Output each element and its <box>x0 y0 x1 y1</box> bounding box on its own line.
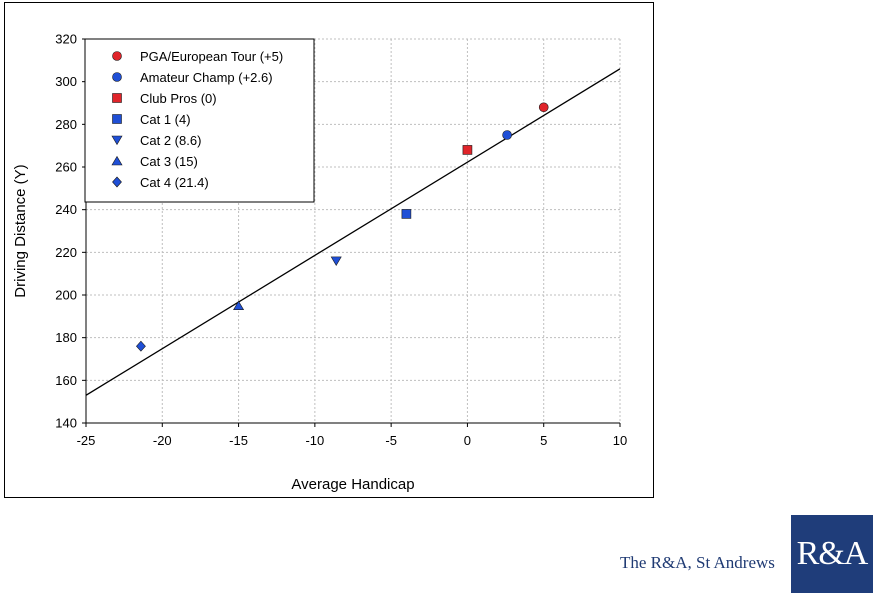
legend-label-1: Amateur Champ (+2.6) <box>140 70 273 85</box>
chart-frame: -25 -20 -15 -10 -5 0 5 10 140 160 180 200 220 240 260 2… <box>4 2 654 498</box>
y-tick-label: 300 <box>55 74 77 89</box>
legend-box <box>84 38 315 203</box>
x-tick-label: -25 <box>77 433 96 448</box>
legend-label-6: Cat 4 (21.4) <box>140 175 209 190</box>
y-tick-label: 200 <box>55 288 77 303</box>
scatter-chart: -25 -20 -15 -10 -5 0 5 10 140 160 180 200 220 240 260 2… <box>12 32 627 494</box>
y-tick-label: 280 <box>55 117 77 132</box>
x-tick-label: -10 <box>305 433 324 448</box>
data-point-1 <box>502 130 512 140</box>
x-tick-label: -5 <box>385 433 397 448</box>
legend-marker-4 <box>111 135 123 146</box>
y-tick-label: 240 <box>55 202 77 217</box>
legend-marker-1 <box>112 72 122 82</box>
legend-label-2: Club Pros (0) <box>140 91 217 106</box>
data-point-4 <box>330 256 342 266</box>
x-tick-label: -20 <box>153 433 172 448</box>
legend-marker-0 <box>112 51 122 61</box>
data-point-0 <box>538 102 549 113</box>
y-tick-label: 220 <box>55 245 77 260</box>
y-tick-label: 320 <box>55 32 77 47</box>
legend-marker-6 <box>112 176 122 188</box>
data-point-3 <box>401 209 412 219</box>
y-tick-label: 140 <box>55 416 77 431</box>
ra-logo-text: R&A <box>796 535 869 572</box>
x-tick-label: -15 <box>229 433 248 448</box>
x-tick-label: 10 <box>613 433 627 448</box>
legend-label-4: Cat 2 (8.6) <box>140 133 201 148</box>
legend-label-3: Cat 1 (4) <box>140 112 191 127</box>
legend-marker-3 <box>112 114 122 124</box>
x-axis-title: Average Handicap <box>291 476 414 493</box>
legend-label-0: PGA/European Tour (+5) <box>140 49 283 64</box>
y-axis-title: Driving Distance (Y) <box>12 164 29 297</box>
legend-marker-5 <box>111 155 123 166</box>
x-tick-label: 0 <box>464 433 471 448</box>
data-point-2 <box>462 145 473 155</box>
data-point-6 <box>136 340 146 352</box>
legend-marker-2 <box>112 93 122 103</box>
x-tick-label: 5 <box>540 433 547 448</box>
legend-label-5: Cat 3 (15) <box>140 154 198 169</box>
footer-caption: The R&A, St Andrews <box>620 553 775 572</box>
y-tick-label: 160 <box>55 373 77 388</box>
data-point-5 <box>233 300 245 310</box>
ra-logo: R&A <box>791 515 873 593</box>
y-tick-label: 180 <box>55 330 77 345</box>
trend-line <box>86 68 620 396</box>
y-tick-label: 260 <box>55 160 77 175</box>
